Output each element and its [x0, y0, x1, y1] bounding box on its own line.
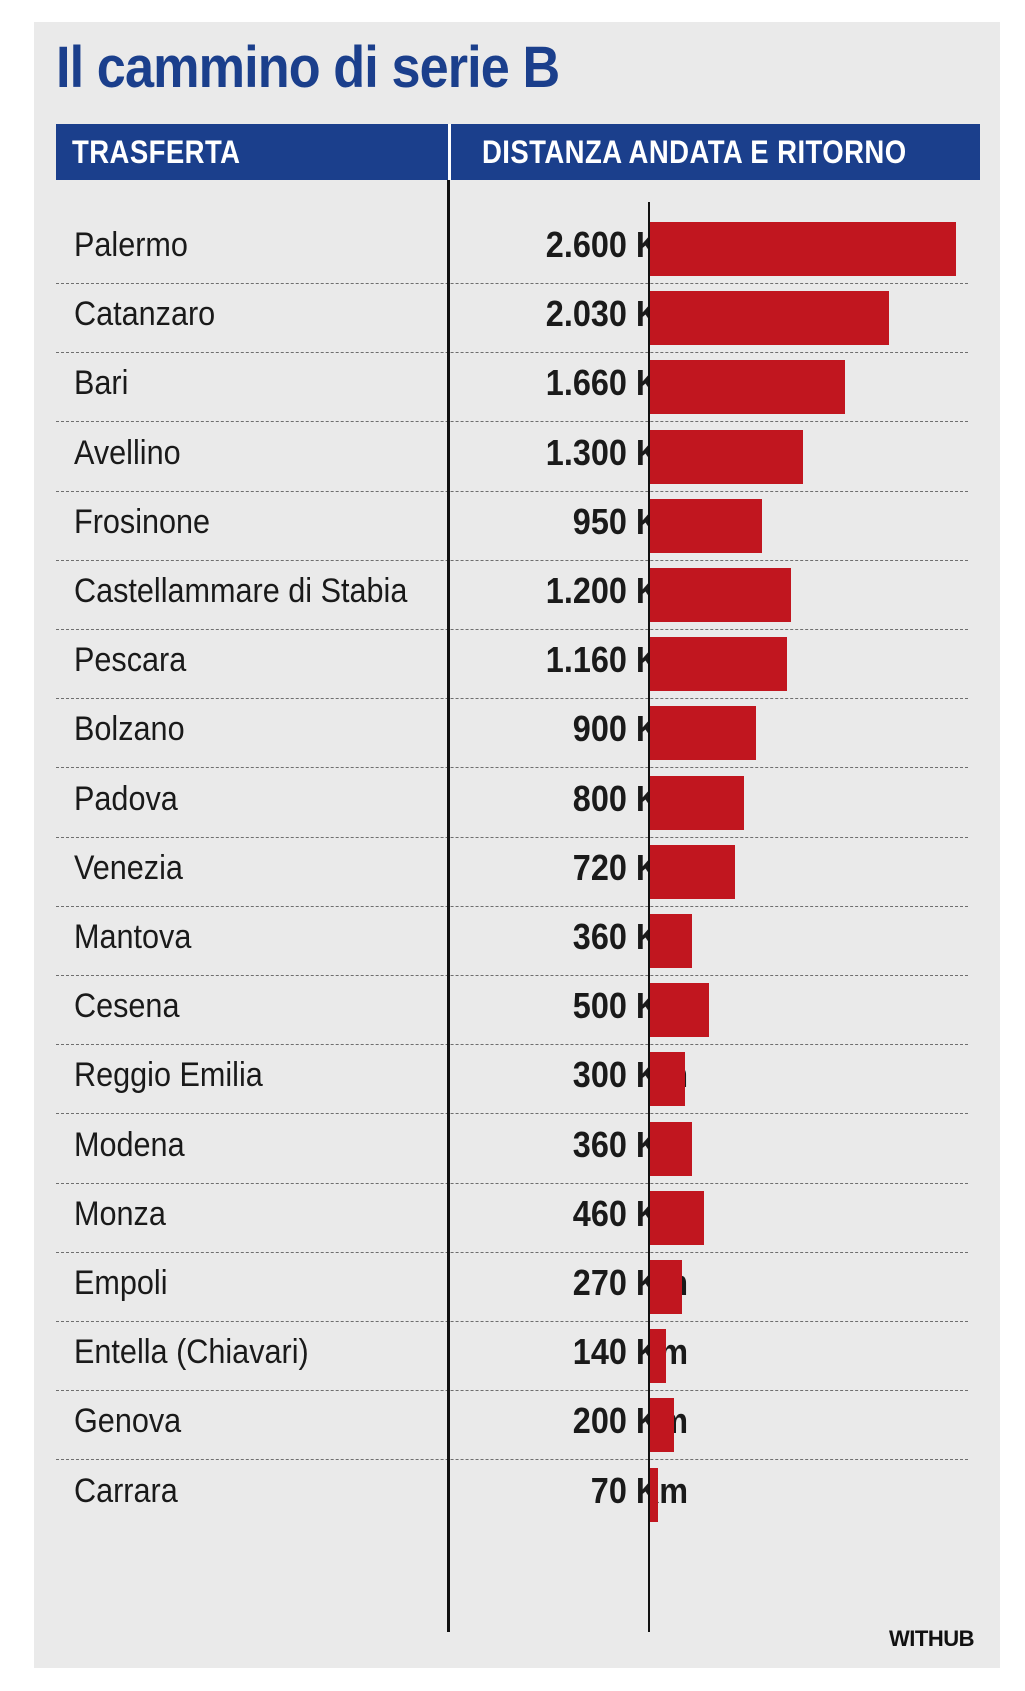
bar [650, 1468, 659, 1522]
row-divider [56, 1183, 968, 1184]
table-row: Cesena 500 Km [56, 969, 968, 1045]
table-row: Pescara 1.160 Km [56, 623, 968, 699]
bar [650, 1052, 686, 1106]
bar [650, 845, 735, 899]
row-divider [56, 698, 968, 699]
bar [650, 776, 745, 830]
header-distanza: DISTANZA ANDATA E RITORNO [482, 134, 907, 170]
table-row: Padova 800 Km [56, 762, 968, 838]
row-divider [56, 421, 968, 422]
bar [650, 1191, 705, 1245]
row-label: Genova [74, 1402, 182, 1440]
row-label: Padova [74, 780, 178, 818]
table-row: Frosinone 950 Km [56, 485, 968, 561]
row-divider [56, 283, 968, 284]
bar [650, 360, 846, 414]
data-label: 140 Km [572, 1331, 688, 1372]
row-divider [56, 352, 968, 353]
bar [650, 430, 803, 484]
bar [650, 983, 709, 1037]
table-row: Catanzaro 2.030 Km [56, 277, 968, 353]
table-row: Genova 200 Km [56, 1384, 968, 1460]
bar [650, 1398, 674, 1452]
bar [650, 1122, 693, 1176]
table-row: Mantova 360 Km [56, 900, 968, 976]
bar [650, 637, 787, 691]
table-row: Carrara 70 Km [56, 1454, 968, 1528]
table-row: Entella (Chiavari) 140 Km [56, 1315, 968, 1391]
row-divider [56, 491, 968, 492]
row-divider [56, 629, 968, 630]
table-row: Bari 1.660 Km [56, 346, 968, 422]
bar [650, 568, 792, 622]
row-label: Modena [74, 1126, 185, 1164]
row-divider [56, 1044, 968, 1045]
row-divider [56, 1390, 968, 1391]
chart-title: Il cammino di serie B [56, 35, 560, 100]
header-separator [448, 124, 451, 180]
row-divider [56, 1113, 968, 1114]
column-divider [447, 180, 450, 1632]
table-row: Avellino 1.300 Km [56, 416, 968, 492]
bar [650, 914, 693, 968]
bar [650, 1329, 667, 1383]
bar [650, 291, 889, 345]
row-divider [56, 837, 968, 838]
row-divider [56, 1252, 968, 1253]
row-divider [56, 975, 968, 976]
row-label: Castellammare di Stabia [74, 572, 408, 610]
row-divider [56, 560, 968, 561]
bar [650, 706, 756, 760]
row-label: Bolzano [74, 710, 185, 748]
table-row: Venezia 720 Km [56, 831, 968, 907]
table-row: Reggio Emilia 300 Km [56, 1038, 968, 1114]
row-label: Reggio Emilia [74, 1056, 263, 1094]
bar-axis [648, 202, 650, 1632]
table-row: Palermo 2.600 Km [56, 208, 968, 284]
row-divider [56, 1459, 968, 1460]
row-label: Frosinone [74, 503, 211, 541]
row-label: Cesena [74, 987, 180, 1025]
table-row: Monza 460 Km [56, 1177, 968, 1253]
table-row: Empoli 270 Km [56, 1246, 968, 1322]
data-label: 70 Km [590, 1470, 688, 1511]
row-label: Palermo [74, 226, 188, 264]
table-header: TRASFERTA DISTANZA ANDATA E RITORNO [56, 124, 980, 180]
row-label: Monza [74, 1195, 166, 1233]
row-label: Entella (Chiavari) [74, 1333, 309, 1371]
credit-logo: WITHUB [889, 1626, 974, 1651]
row-label: Catanzaro [74, 295, 216, 333]
row-divider [56, 1321, 968, 1322]
table-row: Bolzano 900 Km [56, 692, 968, 768]
header-trasferta: TRASFERTA [72, 134, 241, 170]
row-label: Pescara [74, 641, 187, 679]
row-label: Mantova [74, 918, 192, 956]
row-label: Empoli [74, 1264, 168, 1302]
table-row: Modena 360 Km [56, 1108, 968, 1184]
row-label: Venezia [74, 849, 183, 887]
row-divider [56, 906, 968, 907]
row-divider [56, 767, 968, 768]
row-label: Carrara [74, 1472, 178, 1510]
row-label: Avellino [74, 434, 181, 472]
row-label: Bari [74, 364, 129, 402]
table-row: Castellammare di Stabia 1.200 Km [56, 554, 968, 630]
bar [650, 1260, 682, 1314]
bar [650, 222, 956, 276]
bar [650, 499, 762, 553]
